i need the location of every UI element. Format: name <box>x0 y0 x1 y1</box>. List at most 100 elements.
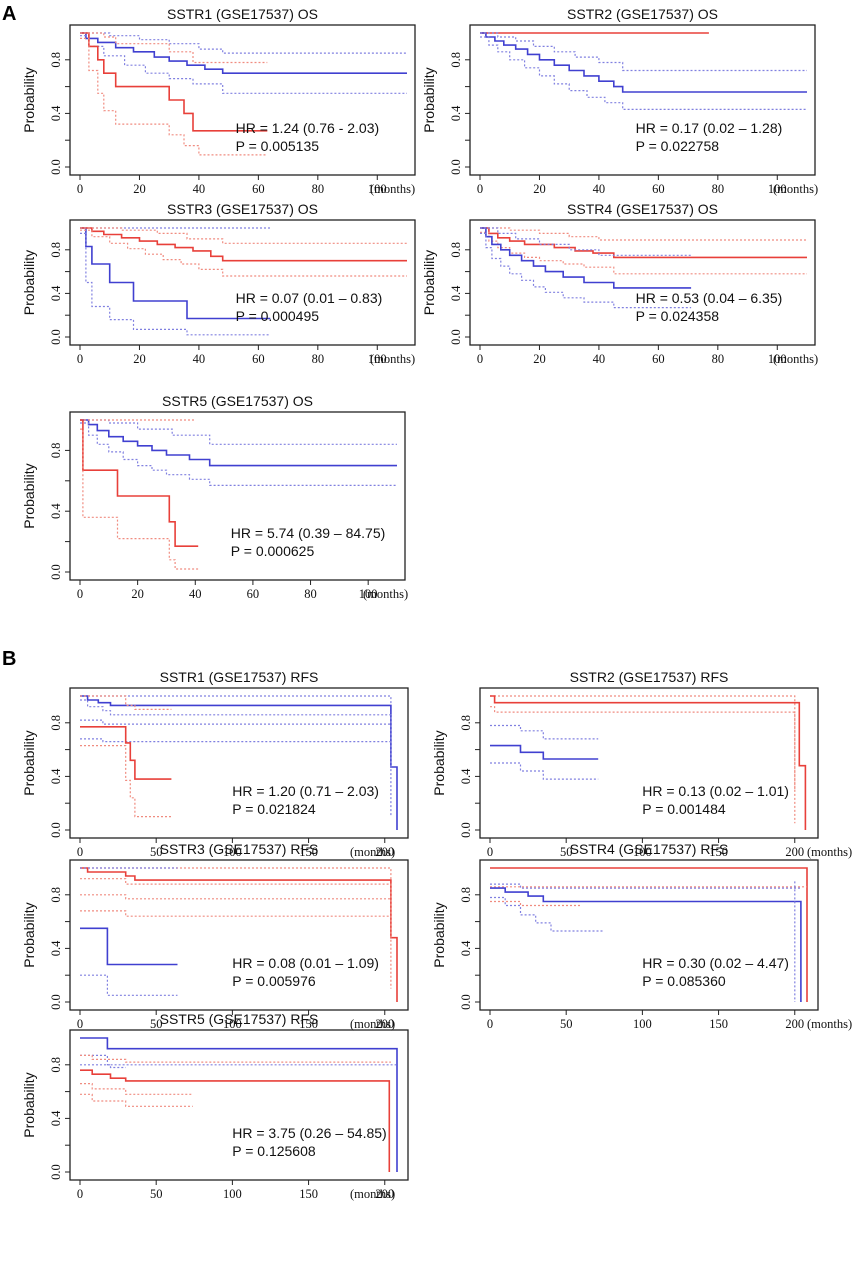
km-curve-high_upper <box>80 867 392 889</box>
y-axis-label: Probability <box>421 250 437 315</box>
x-tick-label: 50 <box>560 845 573 859</box>
km-curve-low_ci2 <box>80 1064 126 1069</box>
x-tick-label: 0 <box>477 352 483 366</box>
plot-frame <box>69 411 406 581</box>
y-axis-label: Probability <box>21 67 37 132</box>
panel-label-b: B <box>2 648 16 670</box>
p-value: P = 0.021824 <box>232 801 316 817</box>
p-value: P = 0.000495 <box>236 308 320 324</box>
x-tick-label: 60 <box>247 587 260 601</box>
km-curve-high_upper <box>490 695 796 790</box>
km-curve-high_lower <box>80 229 407 277</box>
x-tick-label: 80 <box>312 352 325 366</box>
y-tick-label: 0.8 <box>49 715 63 731</box>
km-curve-low <box>480 227 692 289</box>
km-curve-high_lower <box>80 37 268 156</box>
x-tick-label: 50 <box>150 1187 163 1201</box>
chart-rfs4: SSTR4 (GSE17537) RFS Probability 0.0 0.4 0.8… <box>431 841 852 1031</box>
km-curve-low <box>80 32 407 74</box>
km-curve-low_lower <box>80 422 397 486</box>
hazard-ratio: HR = 1.24 (0.76 - 2.03) <box>236 120 380 136</box>
y-axis-label: Probability <box>21 463 37 528</box>
y-axis-label: Probability <box>21 730 37 795</box>
km-curve-high <box>80 1069 391 1172</box>
y-tick-label: 0.8 <box>49 443 63 459</box>
chart-rfs5: SSTR5 (GSE17537) RFS Probability 0.0 0.4 0.8… <box>21 1011 409 1201</box>
x-tick-label: 60 <box>252 182 265 196</box>
hazard-ratio: HR = 0.08 (0.01 – 1.09) <box>232 955 379 971</box>
chart-os2: SSTR2 (GSE17537) OS Probability 0.0 0.4 0.8 0… <box>421 6 818 196</box>
y-tick-label: 0.0 <box>49 1164 63 1180</box>
km-curve-high <box>490 867 808 1002</box>
y-axis-label: Probability <box>431 902 447 967</box>
y-tick-label: 0.0 <box>459 994 473 1010</box>
y-tick-label: 0.0 <box>49 994 63 1010</box>
hazard-ratio: HR = 0.07 (0.01 – 0.83) <box>236 290 383 306</box>
chart-title: SSTR4 (GSE17537) OS <box>567 201 718 217</box>
x-tick-label: 40 <box>193 352 206 366</box>
y-tick-label: 0.8 <box>49 887 63 903</box>
km-curve-low <box>480 32 807 93</box>
km-curve-low_upper <box>80 32 407 54</box>
y-tick-label: 0.4 <box>49 285 63 301</box>
km-curve-low_ci <box>80 1054 397 1066</box>
y-tick-label: 0.4 <box>49 105 63 121</box>
km-curve-low_upper <box>80 419 397 445</box>
plot-frame <box>479 687 819 839</box>
y-axis-label: Probability <box>431 730 447 795</box>
plot-frame <box>69 687 409 839</box>
x-tick-label: 200 <box>375 1187 394 1201</box>
x-tick-label: 60 <box>652 182 665 196</box>
chart-rfs1: SSTR1 (GSE17537) RFS Probability 0.0 0.4 0.8… <box>21 669 409 859</box>
x-tick-label: 60 <box>252 352 265 366</box>
x-axis-unit: (months) <box>807 1017 852 1031</box>
km-curve-high_upper <box>80 227 407 244</box>
y-tick-label: 0.0 <box>49 329 63 345</box>
y-axis-label: Probability <box>21 1072 37 1137</box>
km-curve-high_lower <box>490 706 796 824</box>
x-tick-label: 0 <box>487 845 493 859</box>
x-tick-label: 0 <box>77 845 83 859</box>
x-tick-label: 100 <box>223 1187 242 1201</box>
chart-os1: SSTR1 (GSE17537) OS Probability 0.0 0.4 0.8 0… <box>21 6 416 196</box>
hazard-ratio: HR = 1.20 (0.71 – 2.03) <box>232 783 379 799</box>
y-tick-label: 0.4 <box>449 285 463 301</box>
km-curve-low <box>80 419 397 467</box>
y-tick-label: 0.0 <box>49 564 63 580</box>
x-tick-label: 100 <box>223 1017 242 1031</box>
x-axis-unit: (months) <box>350 845 395 859</box>
panel-label-a: A <box>2 3 16 25</box>
km-curve-high <box>80 726 172 780</box>
x-tick-label: 50 <box>560 1017 573 1031</box>
x-tick-label: 150 <box>299 1017 318 1031</box>
x-tick-label: 100 <box>633 845 652 859</box>
chart-os5: SSTR5 (GSE17537) OS Probability 0.0 0.4 0.8 0… <box>21 393 408 601</box>
x-axis-unit: (months) <box>807 845 852 859</box>
chart-title: SSTR3 (GSE17537) RFS <box>160 841 319 857</box>
x-tick-label: 20 <box>133 352 146 366</box>
x-axis-unit: (months) <box>370 182 415 196</box>
y-tick-label: 0.8 <box>459 715 473 731</box>
x-axis-unit: (months) <box>350 1187 395 1201</box>
km-curve-low <box>80 227 271 320</box>
plot-frame <box>69 24 416 176</box>
x-tick-label: 200 <box>785 845 804 859</box>
km-curve-low_upper <box>480 32 807 72</box>
y-tick-label: 0.8 <box>449 52 463 68</box>
chart-title: SSTR4 (GSE17537) RFS <box>570 841 729 857</box>
km-curve-high <box>80 32 268 132</box>
km-curve-high_lower <box>80 745 172 818</box>
y-tick-label: 0.4 <box>449 105 463 121</box>
km-curve-high <box>490 695 807 830</box>
x-tick-label: 40 <box>189 587 202 601</box>
x-tick-label: 0 <box>487 1017 493 1031</box>
km-curve-high_lower <box>480 231 807 275</box>
y-tick-label: 0.0 <box>449 329 463 345</box>
x-tick-label: 100 <box>633 1017 652 1031</box>
km-curve-high_upper <box>480 227 807 241</box>
km-curve-low_lower <box>80 232 271 336</box>
x-tick-label: 0 <box>77 1187 83 1201</box>
km-curve-low <box>80 927 178 966</box>
x-tick-label: 80 <box>304 587 317 601</box>
km-curve-low_group2_upper <box>80 719 391 725</box>
